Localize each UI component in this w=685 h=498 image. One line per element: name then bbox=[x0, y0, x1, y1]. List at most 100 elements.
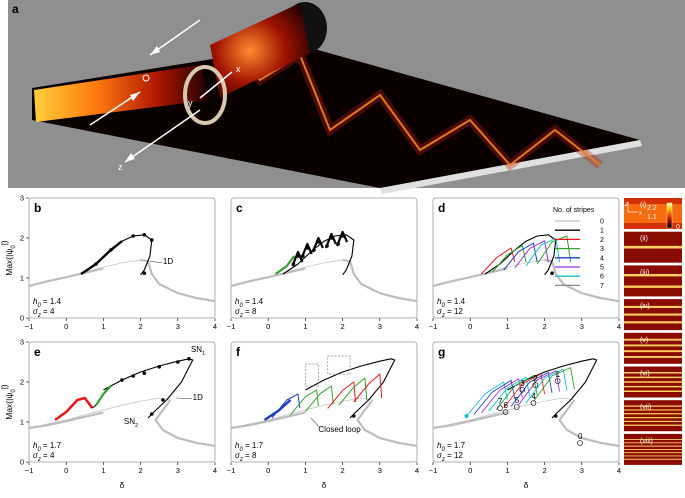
profile-label: (viii) bbox=[640, 438, 653, 445]
stripe-number-label: 1 bbox=[556, 370, 561, 379]
stripe-state-marker bbox=[519, 386, 526, 393]
snaking-segment bbox=[335, 230, 349, 247]
series-0-stable-upper bbox=[558, 399, 620, 448]
stripe-state-marker bbox=[502, 409, 509, 416]
profile-background bbox=[624, 332, 682, 364]
stripe-branch-6 bbox=[525, 237, 560, 267]
y-tick-label: 2 bbox=[20, 378, 24, 387]
series-0-stable-lower bbox=[230, 411, 306, 430]
z-axis-arrow-head bbox=[125, 153, 135, 162]
profile-label: (v) bbox=[640, 337, 648, 344]
legend-label-0: 0 bbox=[600, 219, 604, 226]
bifurcation-point bbox=[316, 240, 321, 244]
x-tick-label: 3 bbox=[176, 322, 180, 331]
x-axis-label: δ bbox=[524, 480, 529, 490]
series-0-stable-lower bbox=[230, 267, 306, 288]
legend-title: No. of stripes bbox=[553, 207, 595, 214]
bifurcation-point bbox=[176, 360, 180, 364]
snaking-segment bbox=[291, 250, 304, 267]
bifurcation-point bbox=[142, 271, 147, 276]
label-1d-pointer bbox=[175, 397, 192, 400]
h0-symbol: h bbox=[235, 297, 240, 306]
y-axis-label: Max(|ψ0|) bbox=[0, 384, 17, 420]
y-tick-label: 3 bbox=[20, 194, 24, 203]
x-axis-label: δ bbox=[322, 480, 327, 490]
stripe-branch-6 bbox=[525, 368, 568, 404]
profile-label: (i) bbox=[640, 202, 646, 209]
colorbar-tick-mid: 1.1 bbox=[647, 214, 657, 221]
bifurcation-point bbox=[149, 238, 154, 242]
stripe-branch-3 bbox=[290, 389, 319, 416]
colorbar-bar bbox=[666, 202, 673, 229]
stripe-state-marker bbox=[513, 404, 520, 410]
incident-beam bbox=[34, 65, 210, 122]
bifurcation-point bbox=[149, 412, 154, 416]
bifurcation-point bbox=[336, 242, 340, 246]
sigma-sub: z bbox=[239, 457, 243, 463]
sigma-label: σz = 8 bbox=[235, 451, 257, 463]
bifurcation-point bbox=[550, 271, 554, 276]
arrow-in-1-head bbox=[150, 46, 160, 55]
stripe-number-label: 2 bbox=[533, 374, 538, 383]
series-1-stable bbox=[80, 240, 123, 275]
h0-label: h0 = 1.7 bbox=[437, 441, 466, 453]
x-tick-label: −1 bbox=[227, 466, 236, 475]
y-tick-label: 0 bbox=[20, 314, 24, 323]
bifurcation-point bbox=[157, 365, 161, 369]
h0-value: = 1.4 bbox=[41, 297, 62, 306]
y-tick-label: 0 bbox=[20, 458, 24, 467]
x-tick-label: 2 bbox=[543, 322, 547, 331]
bifurcation-point bbox=[296, 254, 300, 258]
x-tick-label: −1 bbox=[25, 466, 34, 475]
panel-letter: d bbox=[438, 201, 445, 215]
legend-label-3: 3 bbox=[600, 246, 604, 253]
x-tick-label: 0 bbox=[64, 322, 68, 331]
h0-sub: 0 bbox=[441, 303, 445, 309]
series-0-stable-upper bbox=[154, 399, 216, 448]
x-tick-label: 0 bbox=[64, 466, 68, 475]
sigma-sub: z bbox=[37, 313, 41, 319]
sigma-sub: z bbox=[37, 457, 41, 463]
h0-value: = 1.7 bbox=[41, 441, 62, 450]
y-tick-label: 1 bbox=[20, 274, 24, 283]
h0-value: = 1.4 bbox=[445, 297, 466, 306]
h0-label: h0 = 1.4 bbox=[235, 297, 264, 309]
profile-label: (iv) bbox=[640, 303, 650, 310]
x-tick-label: 1 bbox=[303, 466, 307, 475]
series-0-stable-lower bbox=[28, 267, 104, 288]
x-tick-label: −1 bbox=[25, 322, 34, 331]
sigma-symbol: σ bbox=[437, 451, 443, 460]
series-1-branch bbox=[507, 358, 598, 419]
x-tick-label: 4 bbox=[213, 322, 217, 331]
bifurcation-point bbox=[464, 414, 469, 418]
h0-value: = 1.7 bbox=[445, 441, 466, 450]
bifurcation-point bbox=[161, 398, 165, 402]
sigma-value: = 4 bbox=[41, 307, 55, 316]
profile-background bbox=[624, 400, 682, 432]
x-axis-arrow bbox=[199, 71, 233, 99]
x-tick-label: 4 bbox=[617, 466, 621, 475]
stripe-branch-5 bbox=[518, 370, 560, 406]
bifurcation-point bbox=[351, 414, 356, 418]
profile-label: (vii) bbox=[640, 404, 651, 411]
y-axis-label-base: Max(|ψ bbox=[4, 393, 14, 420]
sigma-value: = 8 bbox=[243, 451, 257, 460]
x-tick-label: 1 bbox=[303, 322, 307, 331]
bifurcation-point bbox=[325, 244, 329, 248]
series-3-stable bbox=[95, 385, 112, 406]
sigma-label: σz = 12 bbox=[437, 307, 463, 319]
sigma-sub: z bbox=[441, 457, 445, 463]
stripe-profile-6: (vi) bbox=[624, 366, 682, 398]
series-3-stable bbox=[274, 255, 296, 275]
h0-symbol: h bbox=[33, 441, 38, 450]
bifurcation-point bbox=[131, 374, 135, 378]
stripe-branch-3 bbox=[492, 245, 527, 273]
sigma-label: σz = 4 bbox=[33, 307, 55, 319]
stripe-state-marker bbox=[577, 440, 583, 446]
h0-sub: 0 bbox=[441, 447, 445, 453]
